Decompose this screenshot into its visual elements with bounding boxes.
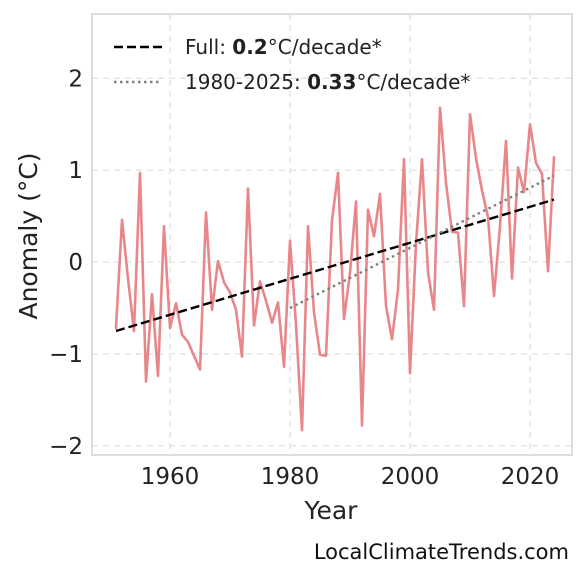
series-lines	[114, 106, 556, 432]
y-tick-label: −2	[49, 434, 83, 460]
trend-line-full	[115, 198, 555, 333]
y-axis-title: Anomaly (°C)	[14, 152, 43, 319]
legend-label-1980-trend: 1980-2025: 0.33°C/decade*	[185, 70, 470, 94]
x-tick-label: 1960	[141, 464, 200, 490]
tick-labels: 1960 1980 2000 2020 −2 −1 0 1 2	[49, 66, 559, 490]
x-tick-label: 2000	[381, 464, 440, 490]
credit-text: LocalClimateTrends.com	[314, 540, 569, 564]
series-line-anomaly	[114, 106, 556, 432]
y-tick-label: 2	[68, 66, 83, 92]
legend-label-full-trend: Full: 0.2°C/decade*	[185, 35, 382, 59]
y-tick-label: 0	[68, 250, 83, 276]
y-tick-label: −1	[49, 342, 83, 368]
x-tick-label: 2020	[501, 464, 560, 490]
legend: Full: 0.2°C/decade* 1980-2025: 0.33°C/de…	[114, 35, 470, 94]
y-tick-label: 1	[68, 158, 83, 184]
trend-line-1980-2025	[289, 174, 555, 310]
x-tick-label: 1980	[261, 464, 320, 490]
x-axis-title: Year	[304, 496, 359, 525]
